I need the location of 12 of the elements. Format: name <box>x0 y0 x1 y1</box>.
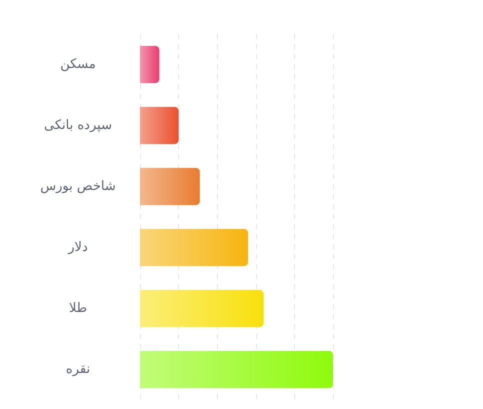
bar <box>140 46 160 84</box>
bar <box>140 290 264 328</box>
y-tick-label: سپرده بانکی <box>44 118 112 133</box>
bar <box>140 106 179 144</box>
bar <box>140 350 333 388</box>
y-tick-label: شاخص بورس <box>40 179 116 194</box>
bar <box>140 168 200 206</box>
y-tick-label: دلار <box>67 240 88 255</box>
bar <box>140 228 248 266</box>
y-tick-label: طلا <box>68 301 88 316</box>
y-tick-label: مسکن <box>60 57 96 72</box>
y-tick-label: نقره <box>66 362 90 377</box>
